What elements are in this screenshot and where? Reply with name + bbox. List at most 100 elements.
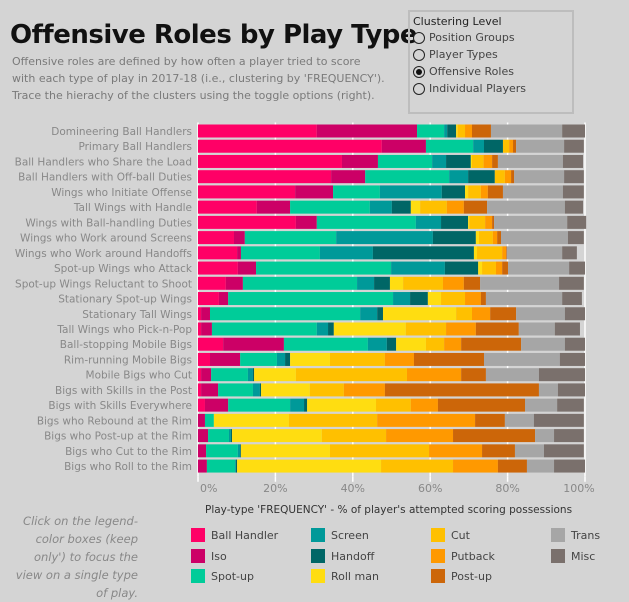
bar-segment-misc[interactable] [559,276,584,290]
bar-segment-spot-up[interactable] [211,322,317,336]
bar-segment-trans[interactable] [525,398,558,412]
bar-segment-trans[interactable] [480,276,560,290]
radio-player-types[interactable]: Player Types [413,48,498,61]
bar-segment-iso[interactable] [295,185,334,199]
radio-circle-icon[interactable] [413,82,425,95]
radio-selected-icon[interactable] [413,65,425,78]
bar-segment-post-up[interactable] [482,444,515,458]
bar-segment-ball-handler[interactable] [198,292,219,306]
legend-color-box[interactable] [191,549,205,563]
bar-segment-trans[interactable] [494,215,568,229]
bar-segment-screen[interactable] [473,139,484,153]
bar-segment-handoff[interactable] [377,307,383,321]
bar-segment-spot-up[interactable] [204,413,214,427]
bar-segment-screen[interactable] [247,368,253,382]
bar-segment-post-up[interactable] [437,398,526,412]
bar-segment-spot-up[interactable] [244,231,337,245]
bar-segment-misc[interactable] [567,231,584,245]
bar-segment-handoff[interactable] [441,215,469,229]
bar-segment-iso[interactable] [256,200,291,214]
bar-segment-misc[interactable] [557,383,585,397]
legend-item-roll-man[interactable]: Roll man [311,569,379,583]
bar-segment-spot-up[interactable] [209,307,361,321]
bar-segment-putback[interactable] [465,292,481,306]
bar-segment-screen[interactable] [319,246,373,260]
bar-segment-iso[interactable] [198,429,209,443]
bar-segment-spot-up[interactable] [425,139,474,153]
bar-segment-screen[interactable] [252,383,260,397]
bar-segment-iso[interactable] [218,292,229,306]
bar-segment-ball-handler[interactable] [198,154,342,168]
bar-segment-handoff[interactable] [441,185,466,199]
bar-segment-misc[interactable] [554,429,584,443]
bar-segment-handoff[interactable] [372,246,474,260]
bar-segment-screen[interactable] [391,261,445,275]
radio-circle-icon[interactable] [413,31,425,44]
bar-segment-cut[interactable] [502,139,510,153]
bar-segment-trans[interactable] [514,170,565,184]
bar-segment-trans[interactable] [497,154,563,168]
legend-item-spot-up[interactable]: Spot-up [191,569,254,583]
bar-segment-trans[interactable] [483,352,560,366]
bar-segment-screen[interactable] [369,200,392,214]
radio-position-groups[interactable]: Position Groups [413,31,515,44]
bar-segment-post-up[interactable] [492,154,498,168]
bar-segment-putback[interactable] [492,231,498,245]
legend-item-trans[interactable]: Trans [551,528,600,542]
bar-segment-trans[interactable] [521,337,565,351]
bar-segment-ball-handler[interactable] [198,307,202,321]
bar-segment-misc[interactable] [564,337,585,351]
bar-segment-ball-handler[interactable] [198,398,205,412]
bar-segment-handoff[interactable] [285,352,291,366]
bar-segment-trans[interactable] [526,459,555,473]
bar-segment-roll-man[interactable] [478,261,483,275]
bar-segment-post-up[interactable] [461,368,486,382]
bar-segment-ball-handler[interactable] [198,246,238,260]
bar-segment-misc[interactable] [562,292,582,306]
bar-segment-trans[interactable] [507,261,570,275]
bar-segment-roll-man[interactable] [475,231,479,245]
bar-segment-putback[interactable] [410,398,438,412]
bar-segment-iso[interactable] [209,352,241,366]
legend-item-misc[interactable]: Misc [551,549,595,563]
bar-segment-putback[interactable] [502,246,507,260]
bar-segment-handoff[interactable] [446,154,471,168]
legend-color-box[interactable] [551,528,565,542]
bar-segment-cut[interactable] [381,459,454,473]
bar-segment-ball-handler[interactable] [198,200,257,214]
bar-segment-putback[interactable] [406,368,462,382]
bar-segment-trans[interactable] [518,322,555,336]
bar-segment-cut[interactable] [468,185,481,199]
bar-segment-screen[interactable] [237,444,241,458]
bar-segment-screen[interactable] [360,307,378,321]
bar-segment-spot-up[interactable] [365,170,450,184]
legend-color-box[interactable] [311,569,325,583]
bar-segment-ball-handler[interactable] [198,322,202,336]
bar-segment-cut[interactable] [469,215,486,229]
bar-segment-iso[interactable] [237,261,257,275]
bar-segment-spot-up[interactable] [242,276,358,290]
bar-segment-screen[interactable] [444,124,448,138]
bar-segment-post-up[interactable] [497,459,527,473]
bar-segment-handoff[interactable] [447,124,457,138]
bar-segment-misc[interactable] [564,200,584,214]
bar-segment-handoff[interactable] [259,383,262,397]
legend-item-screen[interactable]: Screen [311,528,369,542]
bar-segment-trans[interactable] [490,124,563,138]
bar-segment-post-up[interactable] [511,170,515,184]
bar-segment-post-up[interactable] [492,215,495,229]
bar-segment-spot-up[interactable] [377,154,433,168]
bar-segment-post-up[interactable] [497,231,502,245]
bar-segment-putback[interactable] [495,261,503,275]
bar-segment-cut[interactable] [494,170,505,184]
bar-segment-ball-handler[interactable] [198,352,210,366]
bar-segment-roll-man[interactable] [389,276,404,290]
bar-segment-post-up[interactable] [487,185,503,199]
bar-segment-misc[interactable] [554,322,580,336]
bar-segment-roll-man[interactable] [213,413,289,427]
bar-segment-ball-handler[interactable] [198,124,317,138]
bar-segment-misc[interactable] [543,444,584,458]
bar-segment-handoff[interactable] [240,444,241,458]
bar-segment-cut[interactable] [478,231,493,245]
bar-segment-roll-man[interactable] [470,154,472,168]
